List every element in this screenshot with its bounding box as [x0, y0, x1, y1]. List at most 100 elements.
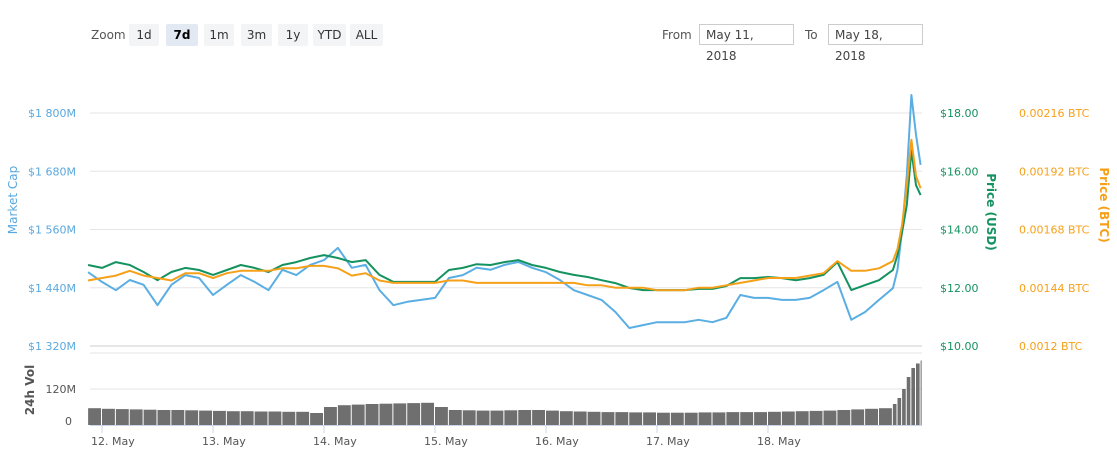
volume-bar [102, 408, 115, 425]
volume-bar [143, 409, 157, 425]
price-btc-tick-label: 0.00144 BTC [1019, 282, 1090, 295]
x-tick-label: 14. May [313, 435, 357, 448]
price-btc-tick-label: 0.0012 BTC [1019, 340, 1083, 353]
volume-bar [795, 411, 809, 425]
market-cap-tick-label: $1 560M [28, 224, 76, 237]
price-usd-tick-label: $12.00 [940, 282, 979, 295]
market-cap-axis-title: Market Cap [6, 166, 20, 234]
from-date-input[interactable]: May 11, 2018 [699, 24, 794, 63]
volume-bar [823, 410, 837, 425]
volume-bar [559, 411, 573, 425]
volume-bar [407, 403, 421, 425]
volume-bar [351, 404, 365, 425]
volume-bar [601, 412, 615, 425]
volume-bar [421, 402, 434, 425]
market-cap-line [87, 94, 922, 329]
volume-bar [712, 412, 726, 425]
volume-bar [199, 410, 212, 425]
volume-bar [684, 412, 698, 425]
zoom-all-button[interactable]: ALL [350, 24, 383, 46]
volume-bar [920, 360, 922, 425]
volume-bar [897, 398, 902, 425]
price-usd-axis-title: Price (USD) [984, 173, 998, 251]
volume-bar [670, 412, 684, 425]
volume-bar [213, 410, 226, 425]
volume-bar [809, 410, 823, 425]
volume-bar [726, 412, 740, 425]
volume-bar [171, 410, 185, 425]
price-usd-tick-label: $10.00 [940, 340, 979, 353]
zoom-ytd-button[interactable]: YTD [313, 24, 346, 46]
volume-bar [490, 410, 504, 425]
price-btc-axis-title: Price (BTC) [1097, 167, 1111, 242]
volume-bar [865, 408, 878, 425]
volume-bar [462, 410, 476, 425]
volume-bar [88, 408, 101, 425]
price-btc-tick-label: 0.00192 BTC [1019, 165, 1090, 178]
volume-bar [365, 404, 379, 425]
volume-bar [902, 389, 906, 425]
volume-bar [781, 411, 795, 425]
volume-bar [916, 363, 920, 425]
volume-bar [532, 410, 545, 425]
volume-bar [310, 413, 323, 425]
volume-bar [911, 368, 915, 425]
price-usd-tick-label: $18.00 [940, 107, 979, 120]
volume-tick-label: 0 [65, 415, 72, 428]
volume-bar [282, 411, 296, 425]
price-usd-tick-label: $14.00 [940, 224, 979, 237]
price-usd-tick-label: $16.00 [940, 165, 979, 178]
volume-bar [879, 408, 892, 425]
volume-bar [546, 410, 559, 425]
market-cap-tick-label: $1 320M [28, 340, 76, 353]
x-tick-label: 13. May [202, 435, 246, 448]
price-btc-tick-label: 0.00168 BTC [1019, 224, 1090, 237]
zoom-1y-button[interactable]: 1y [278, 24, 308, 46]
volume-bar [837, 410, 851, 425]
volume-axis-title: 24h Vol [23, 365, 37, 415]
market-cap-tick-label: $1 440M [28, 282, 76, 295]
price-btc-line [87, 138, 922, 292]
volume-bar [754, 412, 767, 425]
x-tick-label: 12. May [91, 435, 135, 448]
to-label: To [805, 28, 818, 42]
zoom-1d-button[interactable]: 1d [129, 24, 159, 46]
volume-bar [851, 409, 865, 425]
volume-bar [906, 377, 911, 425]
volume-bar [435, 407, 448, 425]
volume-bar [296, 411, 310, 425]
to-date-input[interactable]: May 18, 2018 [828, 24, 923, 63]
volume-bar [226, 411, 240, 425]
volume-bar [448, 410, 462, 425]
volume-bar [254, 411, 268, 425]
price-btc-tick-label: 0.00216 BTC [1019, 107, 1090, 120]
volume-bar [518, 410, 532, 425]
volume-bar [587, 411, 601, 425]
volume-bar [643, 412, 656, 425]
volume-bar [629, 412, 643, 425]
volume-bar [157, 410, 171, 425]
volume-bar [268, 411, 282, 425]
zoom-1m-button[interactable]: 1m [204, 24, 234, 46]
volume-tick-label: 120M [46, 383, 77, 396]
volume-bar [615, 412, 629, 425]
volume-bar [504, 410, 518, 425]
volume-bar [476, 410, 490, 425]
zoom-label: Zoom [91, 28, 126, 42]
market-cap-tick-label: $1 800M [28, 107, 76, 120]
volume-bar [393, 403, 407, 425]
from-label: From [662, 28, 692, 42]
volume-bar [768, 411, 781, 425]
zoom-3m-button[interactable]: 3m [241, 24, 272, 46]
x-tick-label: 17. May [646, 435, 690, 448]
x-tick-label: 15. May [424, 435, 468, 448]
volume-bar [379, 403, 393, 425]
volume-bar [324, 407, 337, 425]
volume-bar [337, 405, 351, 425]
volume-bar [657, 412, 670, 425]
volume-bar [185, 410, 199, 425]
volume-bar [240, 411, 254, 425]
zoom-7d-button[interactable]: 7d [166, 24, 198, 46]
price-usd-line [87, 149, 922, 292]
